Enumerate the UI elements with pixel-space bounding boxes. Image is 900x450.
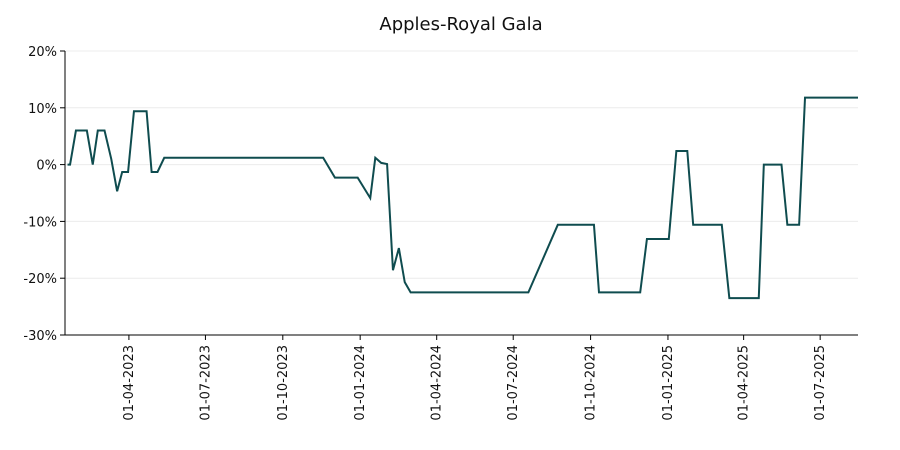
y-tick-label: 10% — [28, 102, 57, 117]
chart-title: Apples-Royal Gala — [379, 14, 542, 35]
x-tick-label: 01-01-2025 — [661, 345, 676, 421]
y-tick-label: 0% — [36, 159, 57, 174]
x-tick-label: 01-07-2023 — [198, 345, 213, 421]
x-tick-label: 01-10-2023 — [276, 345, 291, 421]
x-tick-label: 01-04-2023 — [122, 345, 137, 421]
x-tick-label: 01-10-2024 — [584, 345, 599, 421]
x-tick-label: 01-04-2025 — [737, 345, 752, 421]
line — [67, 96, 858, 300]
y-tick-label: 20% — [28, 45, 57, 60]
x-tick-label: 01-07-2024 — [506, 345, 521, 421]
x-tick-label: 01-01-2024 — [353, 345, 368, 421]
x-tick-label: 01-04-2024 — [430, 345, 445, 421]
y-tick-label: -30% — [23, 329, 57, 344]
y-tick-label: -20% — [23, 272, 57, 287]
x-tick-label: 01-07-2025 — [813, 345, 828, 421]
y-tick-label: -10% — [23, 215, 57, 230]
